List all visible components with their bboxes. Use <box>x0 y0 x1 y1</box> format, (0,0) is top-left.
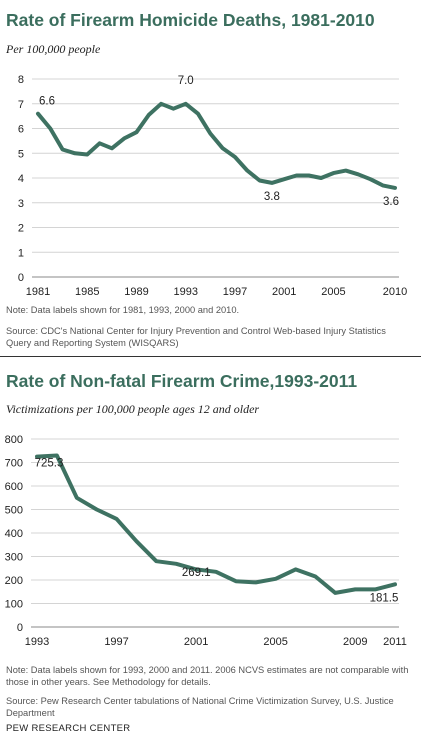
chart2-x-tick-label: 2005 <box>263 636 287 648</box>
chart1-data-label: 3.6 <box>383 196 399 208</box>
chart2-x-tick-label: 1997 <box>104 636 128 648</box>
chart1-title: Rate of Firearm Homicide Deaths, 1981-20… <box>6 10 375 30</box>
chart2-x-tick-label: 2011 <box>383 636 407 648</box>
chart1-y-tick-label: 7 <box>18 99 24 111</box>
chart2-series-line <box>35 453 397 595</box>
chart1-data-label: 3.8 <box>264 191 280 203</box>
chart2-y-tick-label: 600 <box>5 481 23 493</box>
chart2-data-label: 181.5 <box>370 592 399 604</box>
chart2-subtitle: Victimizations per 100,000 people ages 1… <box>6 402 260 416</box>
chart2-y-tick-label: 500 <box>5 505 23 517</box>
chart2-x-tick-label: 2001 <box>184 636 208 648</box>
chart1-x-tick-label: 1989 <box>124 286 148 298</box>
chart2-source: Source: Pew Research Center tabulations … <box>6 696 394 718</box>
chart2-x-tick-label: 1993 <box>25 636 49 648</box>
chart1-x-tick-label: 2001 <box>272 286 296 298</box>
chart1-data-label: 6.6 <box>39 96 55 108</box>
chart1-series-line <box>36 101 397 190</box>
chart1-plot: 0 1 2 3 4 5 6 7 8 1981 1985 1989 1993 1997 2001 2005 201… <box>18 74 407 298</box>
chart2-data-label: 269.1 <box>182 567 211 579</box>
chart1-x-tick-label: 2010 <box>383 286 407 298</box>
chart1-x-tick-label: 1993 <box>173 286 197 298</box>
chart1-x-tick-label: 1997 <box>223 286 247 298</box>
chart1-y-tick-label: 1 <box>18 247 24 259</box>
chart2-y-tick-label: 700 <box>5 458 23 470</box>
chart1-note: Note: Data labels shown for 1981, 1993, … <box>6 305 240 315</box>
chart1-y-tick-label: 5 <box>18 148 24 160</box>
chart1-x-tick-label: 2005 <box>321 286 345 298</box>
chart2-x-tick-label: 2009 <box>343 636 367 648</box>
chart1-x-tick-label: 1985 <box>75 286 99 298</box>
chart2-data-label: 725.3 <box>35 458 64 470</box>
chart2-y-tick-label: 800 <box>5 434 23 446</box>
chart2-note: Note: Data labels shown for 1993, 2000 a… <box>6 665 409 687</box>
chart1-y-tick-label: 0 <box>18 272 24 284</box>
chart2-y-tick-label: 0 <box>17 622 23 634</box>
chart1-y-tick-label: 8 <box>18 74 24 86</box>
chart1-y-tick-label: 6 <box>18 124 24 136</box>
chart1-y-tick-label: 3 <box>18 198 24 210</box>
chart1-data-label: 7.0 <box>178 75 194 87</box>
chart2-y-tick-label: 200 <box>5 575 23 587</box>
chart1-y-tick-label: 4 <box>18 173 24 185</box>
chart2-plot: 0 100 200 300 400 500 600 700 800 1993 1997 2001 200… <box>5 434 407 648</box>
chart1-y-tick-label: 2 <box>18 223 24 235</box>
footer-credit: PEW RESEARCH CENTER <box>6 723 131 734</box>
chart2-y-tick-label: 300 <box>5 552 23 564</box>
chart1-subtitle: Per 100,000 people <box>6 42 101 56</box>
section-divider <box>0 356 421 357</box>
chart2-y-tick-label: 100 <box>5 599 23 611</box>
chart2-title: Rate of Non-fatal Firearm Crime,1993-201… <box>6 371 358 391</box>
chart1-source: Source: CDC's National Center for Injury… <box>6 326 386 348</box>
chart2-y-tick-label: 400 <box>5 528 23 540</box>
chart1-x-tick-label: 1981 <box>26 286 50 298</box>
